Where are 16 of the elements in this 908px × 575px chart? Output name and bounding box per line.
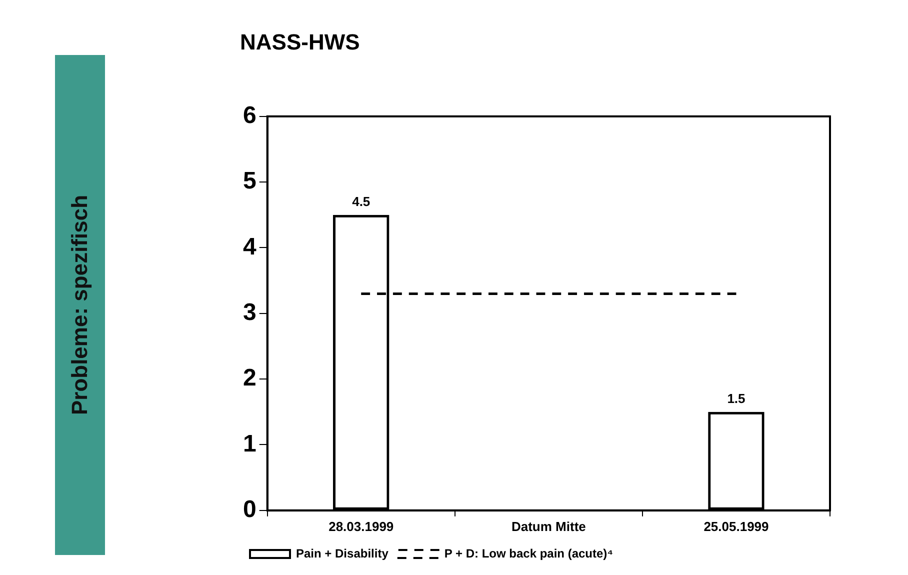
text: Probleme: spezifisch [67, 194, 93, 416]
chart-title: NASS-HWS [240, 29, 360, 54]
y-tick-label: 2 [242, 364, 256, 392]
data-label: 4.5 [352, 194, 370, 209]
x-tick-label: Datum Mitte [511, 518, 586, 534]
y-tick-label: 0 [242, 496, 256, 524]
x-tick-label: 28.03.1999 [328, 518, 394, 534]
data-label: 1.5 [727, 390, 746, 406]
y-tick-label: 4 [242, 233, 257, 260]
legend-label: Pain + Disability [296, 546, 389, 560]
y-tick-label: 5 [242, 168, 256, 195]
x-tick-label: 25.05.1999 [704, 518, 769, 534]
y-tick-label: 6 [242, 102, 256, 130]
legend-label: P + D: Low back pain (acute)⁴ [444, 546, 614, 560]
y-tick-label: 1 [242, 430, 256, 458]
y-tick-label: 3 [242, 299, 256, 326]
